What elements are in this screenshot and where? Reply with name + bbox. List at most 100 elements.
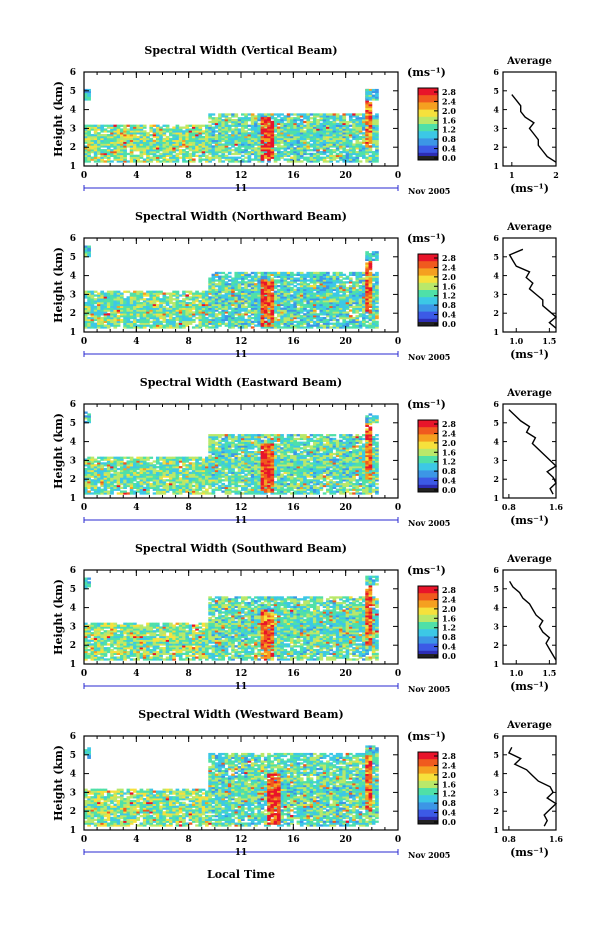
heatmap-cell bbox=[87, 479, 91, 482]
heatmap-cell bbox=[159, 137, 163, 141]
heatmap-cell bbox=[348, 119, 353, 122]
heatmap-cell bbox=[329, 137, 333, 141]
heatmap-cell bbox=[97, 134, 101, 137]
heatmap-cell bbox=[270, 143, 275, 146]
heatmap-cell bbox=[142, 149, 147, 152]
heatmap-cell bbox=[218, 286, 222, 290]
heatmap-cell bbox=[299, 298, 304, 301]
heatmap-cell bbox=[296, 273, 301, 276]
heatmap-cell bbox=[244, 134, 248, 137]
heatmap-cell bbox=[273, 294, 278, 297]
heatmap-cell bbox=[260, 158, 265, 161]
heatmap-cell bbox=[205, 149, 209, 152]
heatmap-cell bbox=[185, 322, 190, 325]
heatmap-cell bbox=[162, 152, 167, 156]
heatmap-cell bbox=[208, 315, 212, 318]
heatmap-cell bbox=[299, 113, 304, 116]
heatmap-cell bbox=[365, 305, 369, 308]
heatmap-cell bbox=[106, 296, 111, 299]
heatmap-cell bbox=[276, 156, 281, 159]
colorbar-frame bbox=[417, 253, 439, 327]
heatmap-cell bbox=[254, 309, 258, 312]
colorbar-tick-label: 0.0 bbox=[442, 153, 456, 163]
colorbar-tick-label: 0.8 bbox=[442, 134, 456, 144]
heatmap-cell bbox=[152, 294, 157, 297]
heatmap-cell bbox=[267, 324, 271, 327]
heatmap-cell bbox=[234, 307, 239, 310]
heatmap-cell bbox=[201, 301, 206, 305]
heatmap-cell bbox=[221, 313, 226, 316]
heatmap-cell bbox=[312, 285, 317, 288]
heatmap-cell bbox=[218, 296, 222, 299]
heatmap-cell bbox=[348, 290, 353, 293]
heatmap-cell bbox=[263, 315, 268, 318]
heatmap-cell bbox=[84, 126, 88, 129]
heatmap-cell bbox=[355, 273, 360, 276]
heatmap-cell bbox=[260, 322, 265, 325]
heatmap-cell bbox=[110, 294, 114, 297]
heatmap-cell bbox=[365, 264, 369, 267]
heatmap-cell bbox=[133, 126, 137, 129]
heatmap-cell bbox=[358, 281, 363, 284]
heatmap-cell bbox=[87, 471, 91, 474]
heatmap-cell bbox=[296, 137, 301, 141]
heatmap-cell bbox=[355, 147, 360, 150]
heatmap-cell bbox=[188, 313, 193, 316]
heatmap-cell bbox=[103, 324, 108, 327]
heatmap-cell bbox=[221, 279, 226, 282]
heatmap-cell bbox=[263, 152, 268, 156]
heatmap-cell bbox=[270, 271, 275, 275]
heatmap-cell bbox=[129, 492, 134, 495]
heatmap-cell bbox=[149, 473, 154, 476]
heatmap-cell bbox=[365, 98, 369, 101]
heatmap-cell bbox=[348, 124, 353, 127]
heatmap-cell bbox=[133, 311, 137, 314]
heatmap-cell bbox=[319, 275, 324, 278]
heatmap-cell bbox=[234, 119, 239, 122]
heatmap-cell bbox=[97, 464, 101, 467]
heatmap-cell bbox=[267, 124, 271, 127]
heatmap-cell bbox=[155, 290, 160, 293]
y-tick-label: 5 bbox=[70, 87, 76, 97]
heatmap-cell bbox=[195, 324, 199, 327]
heatmap-cell bbox=[339, 134, 343, 137]
heatmap-cell bbox=[273, 309, 278, 312]
heatmap-cell bbox=[90, 147, 95, 150]
heatmap-cell bbox=[263, 307, 268, 310]
heatmap-cell bbox=[178, 303, 183, 307]
heatmap-cell bbox=[113, 126, 118, 129]
heatmap-cell bbox=[100, 149, 105, 152]
heatmap-cell bbox=[312, 120, 317, 124]
heatmap-cell bbox=[319, 150, 324, 154]
heatmap-cell bbox=[283, 309, 288, 312]
heatmap-cell bbox=[270, 300, 275, 303]
colorbar-segment bbox=[418, 297, 438, 305]
heatmap-cell bbox=[208, 288, 212, 292]
heatmap-cell bbox=[339, 311, 343, 314]
heatmap-cell bbox=[178, 313, 183, 316]
heatmap-cell bbox=[237, 130, 242, 133]
heatmap-cell bbox=[149, 484, 154, 488]
heatmap-cell bbox=[146, 322, 150, 325]
heatmap-cell bbox=[155, 482, 160, 486]
heatmap-cell bbox=[332, 271, 337, 275]
heatmap-cell bbox=[93, 150, 98, 154]
heatmap-cell bbox=[182, 307, 186, 310]
heatmap-cell bbox=[113, 316, 118, 320]
heatmap-cell bbox=[267, 135, 271, 139]
heatmap-cell bbox=[234, 156, 239, 159]
heatmap-cell bbox=[286, 277, 291, 280]
heatmap-cell bbox=[90, 292, 95, 295]
heatmap-cell bbox=[119, 471, 124, 474]
y-tick-label: 6 bbox=[70, 68, 76, 78]
heatmap-cell bbox=[129, 309, 134, 312]
heatmap-cell bbox=[270, 154, 275, 157]
heatmap-cell bbox=[185, 124, 190, 127]
heatmap-cell bbox=[172, 132, 176, 135]
heatmap-cell bbox=[175, 296, 180, 299]
heatmap-cell bbox=[149, 456, 154, 459]
heatmap-cell bbox=[110, 305, 114, 308]
heatmap-cell bbox=[270, 132, 275, 135]
heatmap-cell bbox=[84, 320, 88, 323]
heatmap-cell bbox=[299, 300, 304, 303]
